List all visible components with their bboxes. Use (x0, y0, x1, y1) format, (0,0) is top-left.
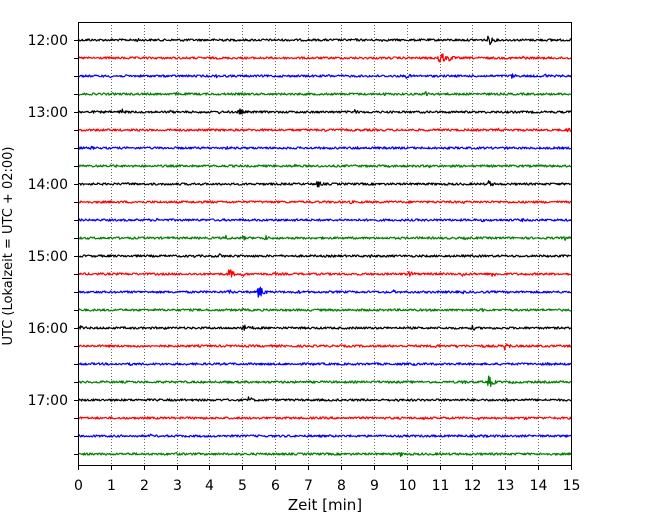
x-tick-label: 1 (107, 478, 116, 494)
seismic-trace (77, 73, 572, 79)
x-tick-label: 3 (173, 478, 182, 494)
seismic-trace (77, 361, 572, 367)
y-tick-label: 17:00 (28, 393, 68, 409)
x-tick-label: 6 (271, 478, 280, 494)
x-tick-label: 11 (432, 478, 450, 494)
seismic-trace (77, 253, 572, 259)
x-tick-label: 2 (140, 478, 149, 494)
seismic-trace (77, 217, 572, 223)
seismic-trace (77, 180, 572, 188)
seismic-trace (77, 343, 572, 351)
y-axis-ticks: 12:00 13:00 14:00 15:00 16:00 17:00 (28, 33, 78, 455)
seismic-trace (77, 90, 572, 97)
x-tick-label: 10 (399, 478, 417, 494)
seismic-traces (77, 35, 572, 458)
x-tick-label: 13 (497, 478, 515, 494)
seismic-trace (77, 200, 572, 205)
y-tick-label: 14:00 (28, 177, 68, 193)
x-tick-label: 4 (205, 478, 214, 494)
seismic-trace (77, 375, 572, 388)
seismic-trace (77, 127, 572, 133)
y-tick-label: 15:00 (28, 249, 68, 265)
x-axis-label: Zeit [min] (288, 496, 362, 514)
y-tick-label: 13:00 (28, 105, 68, 121)
seismic-trace (77, 396, 572, 402)
seismic-trace (77, 433, 572, 438)
seismic-trace (77, 416, 572, 421)
x-tick-label: 8 (337, 478, 346, 494)
x-tick-label: 7 (304, 478, 313, 494)
seismic-trace (77, 324, 572, 331)
x-tick-label: 12 (464, 478, 482, 494)
x-tick-label: 14 (530, 478, 548, 494)
seismic-trace (77, 53, 572, 63)
grid-lines (111, 22, 539, 466)
plot-frame (78, 22, 572, 466)
y-tick-label: 16:00 (28, 321, 68, 337)
seismic-trace (77, 269, 572, 278)
seismic-trace (77, 145, 572, 150)
seismic-trace (77, 286, 572, 298)
seismic-trace (77, 108, 572, 115)
seismic-trace (77, 451, 572, 458)
seismic-trace (77, 163, 572, 169)
x-tick-label: 9 (370, 478, 379, 494)
x-tick-label: 15 (563, 478, 581, 494)
x-tick-label: 0 (74, 478, 83, 494)
x-axis-ticks: 0 1 2 3 4 5 6 7 8 9 10 11 12 13 14 15 (74, 466, 580, 494)
seismic-trace (77, 35, 572, 46)
y-tick-label: 12:00 (28, 33, 68, 49)
seismic-trace (77, 234, 572, 241)
y-axis-label: UTC (Lokalzeit = UTC + 02:00) (1, 147, 16, 346)
x-tick-label: 5 (238, 478, 247, 494)
seismic-trace (78, 307, 572, 313)
